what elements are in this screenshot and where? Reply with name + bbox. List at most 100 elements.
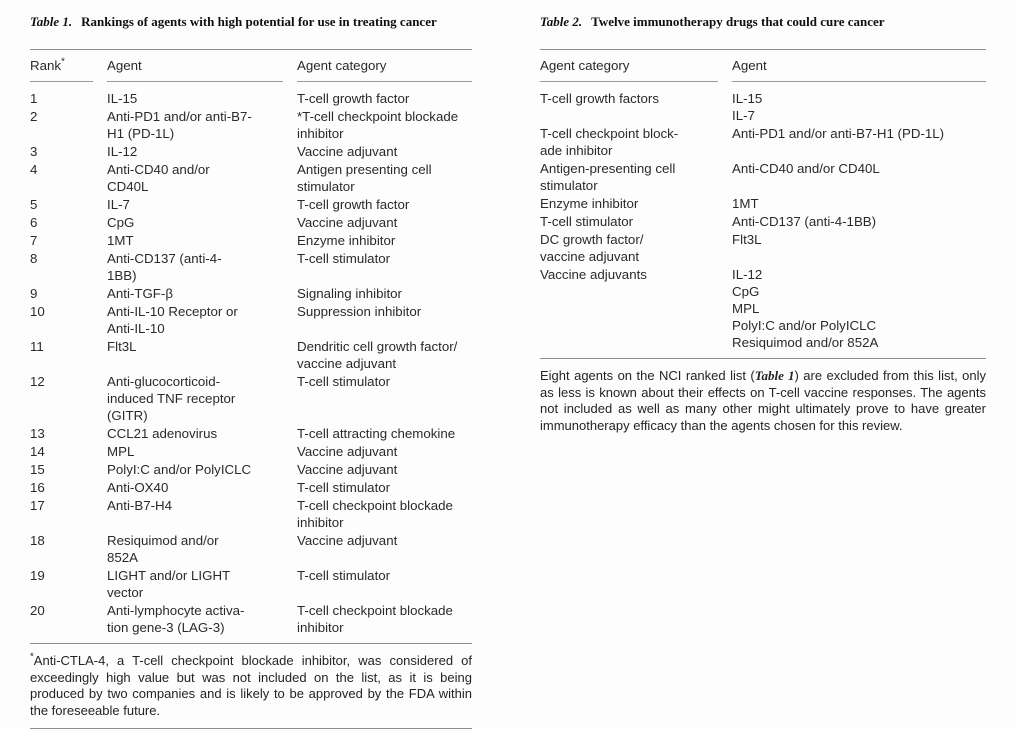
category-cell: T-cell checkpoint block- ade inhibitor: [540, 126, 679, 158]
agent-cell: Anti-B7-H4: [107, 498, 173, 513]
category-cell: T-cell growth factor: [297, 91, 410, 106]
rank-cell: 18: [30, 533, 45, 548]
table-row: Enzyme inhibitor 1MT: [540, 195, 986, 212]
agent-cell: Anti-TGF-β: [107, 286, 174, 301]
agent-line: Anti-CD40 and/or CD40L: [732, 161, 880, 176]
agent-line: IL-12: [732, 267, 763, 282]
category-cell: Vaccine adjuvant: [297, 444, 398, 459]
table2-footnote-text-post: ) are excluded from this list, only as l…: [540, 368, 986, 433]
agent-cell: 1MT: [107, 233, 134, 248]
category-cell: T-cell attracting chemokine: [297, 426, 456, 441]
rank-cell: 4: [30, 162, 38, 177]
agent-cell: MPL: [107, 444, 135, 459]
table1: Rank* Agent Agent category 1 IL-15 T-cel…: [30, 49, 472, 644]
agent-cell: CpG: [107, 215, 135, 230]
rank-cell: 1: [30, 91, 38, 106]
agent-cell: Resiquimod and/or 852A: [107, 533, 219, 565]
category-cell: Vaccine adjuvant: [297, 462, 398, 477]
category-cell: T-cell stimulator: [297, 374, 391, 389]
rank-cell: 14: [30, 444, 45, 459]
table-row: Antigen-presenting cell stimulator Anti-…: [540, 160, 986, 194]
agent-cell: Anti-CD137 (anti-4-1BB): [732, 213, 986, 230]
category-cell: Vaccine adjuvant: [297, 144, 398, 159]
table-row: 5 IL-7 T-cell growth factor: [30, 196, 472, 213]
rank-header-label: Rank: [30, 58, 62, 73]
agent-cell: PolyI:C and/or PolyICLC: [107, 462, 252, 477]
table-row: T-cell growth factors IL-15 IL-7: [540, 90, 986, 124]
table-row: 3 IL-12 Vaccine adjuvant: [30, 143, 472, 160]
table-row: T-cell checkpoint block- ade inhibitor A…: [540, 125, 986, 159]
table-row: 16 Anti-OX40 T-cell stimulator: [30, 479, 472, 496]
table-row: 17 Anti-B7-H4 T-cell checkpoint blockade…: [30, 497, 472, 531]
table2-footnote-text-pre: Eight agents on the NCI ranked list (: [540, 368, 755, 383]
table-row: T-cell stimulator Anti-CD137 (anti-4-1BB…: [540, 213, 986, 230]
table-row: 15 PolyI:C and/or PolyICLC Vaccine adjuv…: [30, 461, 472, 478]
category-cell: Dendritic cell growth factor/ vaccine ad…: [297, 339, 458, 371]
table-row: 13 CCL21 adenovirus T-cell attracting ch…: [30, 425, 472, 442]
agent-cell: CCL21 adenovirus: [107, 426, 218, 441]
agent-line: IL-15: [732, 91, 763, 106]
table-row: DC growth factor/ vaccine adjuvant Flt3L: [540, 231, 986, 265]
category-cell: T-cell stimulator: [297, 251, 391, 266]
table2-header-category: Agent category: [540, 58, 718, 82]
table2-header-row: Agent category Agent: [540, 49, 986, 82]
category-cell: Antigen-presenting cell stimulator: [540, 161, 676, 193]
table1-header-category: Agent category: [297, 58, 472, 82]
table1-body: 1 IL-15 T-cell growth factor 2 Anti-PD1 …: [30, 82, 472, 636]
table-row: 8 Anti-CD137 (anti-4- 1BB) T-cell stimul…: [30, 250, 472, 284]
agent-cell: Anti-CD40 and/or CD40L: [107, 162, 210, 194]
table1-caption: Table 1. Rankings of agents with high pot…: [30, 13, 472, 30]
category-cell: T-cell growth factor: [297, 197, 410, 212]
category-cell: Antigen presenting cell stimulator: [297, 162, 432, 194]
table2-caption-text: Twelve immunotherapy drugs that could cu…: [591, 14, 885, 29]
agent-cell: Anti-lymphocyte activa- tion gene-3 (LAG…: [107, 603, 245, 635]
table2-footnote: Eight agents on the NCI ranked list (Tab…: [540, 368, 986, 434]
category-cell: T-cell checkpoint blockade inhibitor: [297, 498, 453, 530]
table1-header-rank: Rank*: [30, 57, 93, 82]
rank-cell: 2: [30, 109, 38, 124]
agent-cell: Anti-IL-10 Receptor or Anti-IL-10: [107, 304, 238, 336]
rank-cell: 11: [30, 339, 44, 354]
rank-cell: 8: [30, 251, 38, 266]
rank-cell: 7: [30, 233, 38, 248]
agent-cell: Anti-OX40: [107, 480, 169, 495]
table2-header-agent: Agent: [732, 58, 986, 82]
agent-cell: Anti-PD1 and/or anti-B7- H1 (PD-1L): [107, 109, 252, 141]
table2-caption-label: Table 2.: [540, 14, 583, 29]
category-cell: Signaling inhibitor: [297, 286, 402, 301]
agent-cell: IL-7: [107, 197, 130, 212]
agent-line: MPL: [732, 301, 760, 316]
category-cell: Suppression inhibitor: [297, 304, 422, 319]
category-cell: *T-cell checkpoint blockade inhibitor: [297, 109, 459, 141]
table-row: 20 Anti-lymphocyte activa- tion gene-3 (…: [30, 602, 472, 636]
table-row: 19 LIGHT and/or LIGHT vector T-cell stim…: [30, 567, 472, 601]
table-row: 14 MPL Vaccine adjuvant: [30, 443, 472, 460]
table2-body: T-cell growth factors IL-15 IL-7 T-cell …: [540, 82, 986, 351]
agent-cell: Anti-PD1 and/or anti-B7-H1 (PD-1L): [732, 125, 986, 159]
agent-line: IL-7: [732, 108, 755, 123]
agent-line: CpG: [732, 284, 760, 299]
table1-footnote-text: Anti-CTLA-4, a T-cell checkpoint blockad…: [30, 653, 472, 718]
rank-cell: 6: [30, 215, 38, 230]
category-cell: Enzyme inhibitor: [297, 233, 396, 248]
table-row: 9 Anti-TGF-β Signaling inhibitor: [30, 285, 472, 302]
table2: Agent category Agent T-cell growth facto…: [540, 49, 986, 359]
category-cell: Vaccine adjuvant: [297, 215, 398, 230]
agent-cell: Flt3L: [732, 231, 986, 265]
table1-header-row: Rank* Agent Agent category: [30, 49, 472, 82]
agent-cell: Anti-CD137 (anti-4- 1BB): [107, 251, 222, 283]
agent-cell: Anti-CD40 and/or CD40L: [732, 160, 986, 194]
rank-cell: 9: [30, 286, 38, 301]
table-row: 1 IL-15 T-cell growth factor: [30, 90, 472, 107]
table-row: 12 Anti-glucocorticoid- induced TNF rece…: [30, 373, 472, 424]
rank-cell: 13: [30, 426, 45, 441]
category-cell: T-cell stimulator: [297, 568, 391, 583]
agent-cell: IL-15 IL-7: [732, 90, 986, 124]
table1-header-agent: Agent: [107, 58, 283, 82]
table1-caption-text: Rankings of agents with high potential f…: [81, 14, 437, 29]
agent-cell: IL-15: [107, 91, 138, 106]
category-cell: Enzyme inhibitor: [540, 196, 639, 211]
agent-line: Flt3L: [732, 232, 762, 247]
table-row: 11 Flt3L Dendritic cell growth factor/ v…: [30, 338, 472, 372]
